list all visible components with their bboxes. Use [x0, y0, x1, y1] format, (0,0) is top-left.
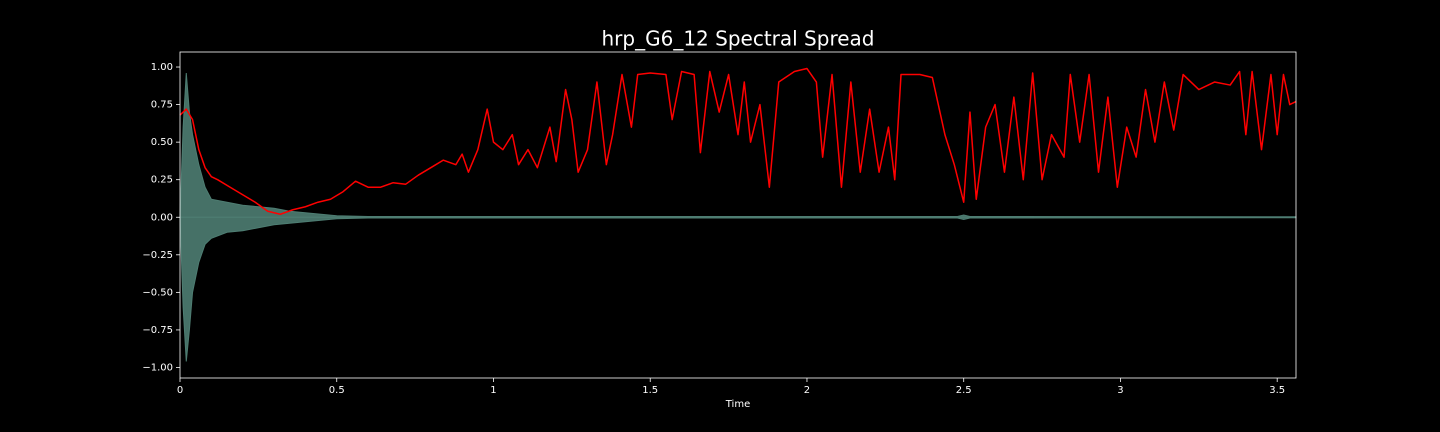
chart-title: hrp_G6_12 Spectral Spread	[602, 27, 875, 51]
y-tick-label: −1.00	[142, 362, 173, 373]
y-tick-label: 0.00	[151, 212, 173, 223]
x-tick-label: 0	[177, 385, 183, 396]
waveform-area	[179, 72, 1297, 218]
plot-frame	[179, 51, 1297, 379]
x-tick-label: 1.5	[642, 385, 658, 396]
y-tick-label: 0.50	[151, 137, 173, 148]
x-tick-label: 3.5	[1269, 385, 1285, 396]
y-tick-label: −0.25	[142, 250, 173, 261]
y-tick-label: 0.25	[151, 175, 173, 186]
y-tick-label: −0.75	[142, 325, 173, 336]
x-axis-label: Time	[725, 399, 750, 410]
y-tick-label: 1.00	[151, 62, 173, 73]
y-tick-label: −0.50	[142, 287, 173, 298]
x-tick-label: 1	[490, 385, 496, 396]
x-tick-label: 2.5	[956, 385, 972, 396]
waveform-area	[179, 216, 1297, 362]
y-tick-label: 0.75	[151, 100, 173, 111]
spread-line	[179, 67, 1297, 215]
x-tick-label: 3	[1117, 385, 1123, 396]
x-tick-label: 0.5	[329, 385, 345, 396]
x-tick-label: 2	[804, 385, 810, 396]
